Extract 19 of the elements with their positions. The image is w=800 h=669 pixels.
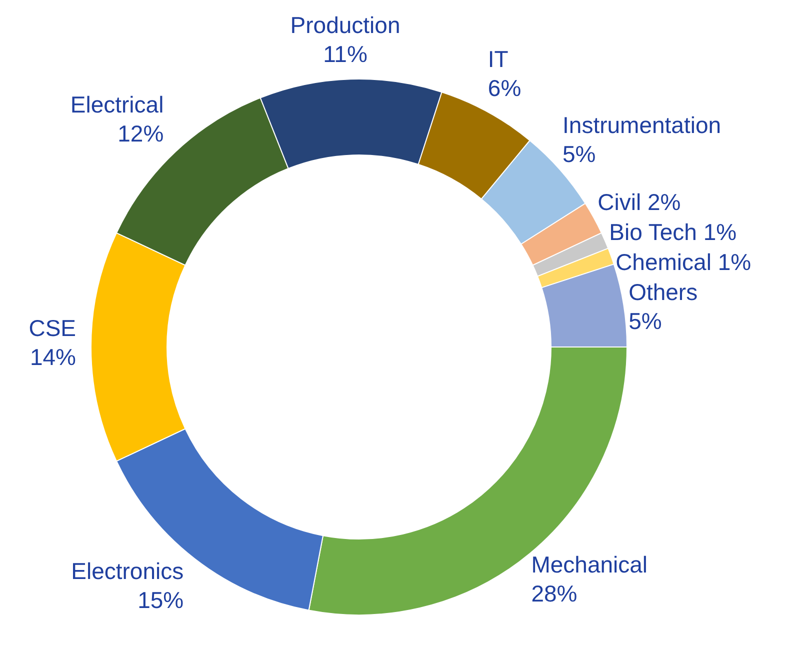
slice-label: Electrical xyxy=(70,91,164,118)
slice-label: IT xyxy=(488,46,508,72)
slice-label: Production xyxy=(290,12,400,38)
slice-label: Bio Tech 1% xyxy=(609,218,737,245)
data-label: 5% xyxy=(562,141,596,168)
data-label: 15% xyxy=(138,586,184,613)
data-label: 5% xyxy=(628,308,662,334)
slice-label: Chemical 1% xyxy=(616,248,752,275)
data-label: 14% xyxy=(30,344,76,370)
slice-label: Others xyxy=(628,278,698,305)
slice-label: CSE xyxy=(28,315,76,342)
data-label: 6% xyxy=(488,75,522,102)
slice-label: Electronics xyxy=(71,558,184,584)
slice-label: Mechanical xyxy=(531,552,648,578)
slice-label: Civil 2% xyxy=(598,188,681,215)
slice-label: Instrumentation xyxy=(562,112,722,138)
data-label: 11% xyxy=(323,41,368,68)
data-label: 28% xyxy=(531,580,578,607)
data-label: 12% xyxy=(118,120,164,146)
